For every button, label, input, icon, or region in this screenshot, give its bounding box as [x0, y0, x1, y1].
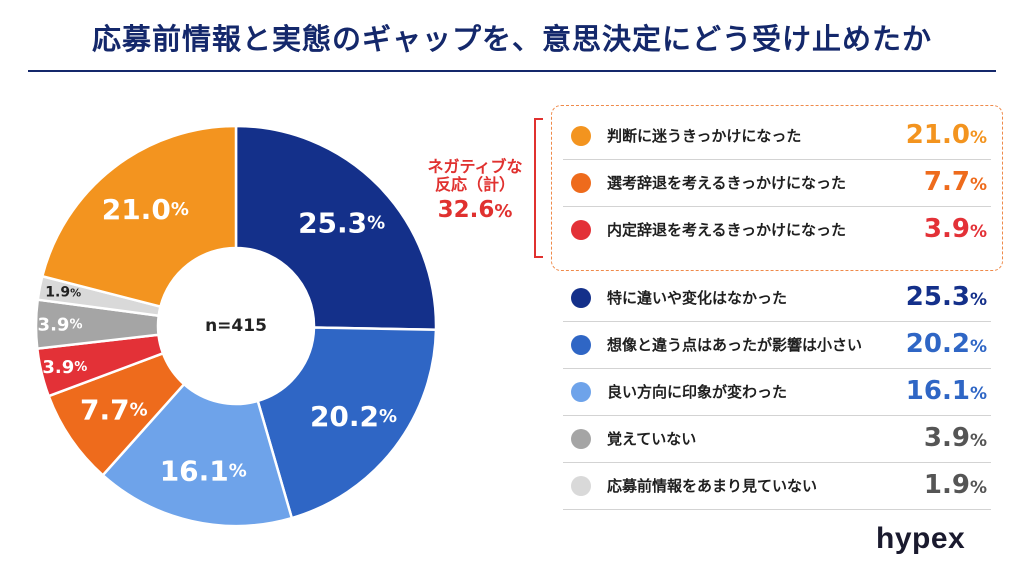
pie-slice-7: [40, 124, 238, 309]
legend-label: 特に違いや変化はなかった: [607, 289, 788, 307]
legend-swatch: [571, 429, 591, 449]
title-divider: [28, 70, 996, 72]
legend-divider: [563, 415, 991, 416]
legend-divider: [563, 321, 991, 322]
negative-total-title-line2: 反応（計）: [434, 175, 515, 195]
slice-label-2: 16.1%: [160, 454, 247, 487]
legend-value: 3.9%: [924, 214, 987, 244]
pie-slice-0: [234, 124, 438, 332]
negative-total-label: ネガティブな 反応（計） 32.6%: [410, 157, 540, 223]
legend-swatch: [571, 382, 591, 402]
legend-label: 判断に迷うきっかけになった: [607, 127, 802, 145]
negative-total-percent: %: [494, 200, 513, 222]
legend-value-percent: %: [969, 384, 987, 404]
legend-row: 選考辞退を考えるきっかけになった 7.7%: [563, 161, 991, 207]
legend-value: 25.3%: [906, 282, 987, 312]
slice-label-7: 21.0%: [102, 193, 189, 226]
legend-label: 良い方向に印象が変わった: [607, 383, 788, 401]
legend-divider: [563, 509, 991, 510]
legend-value-percent: %: [969, 431, 987, 451]
sample-size-label: n=415: [205, 316, 267, 336]
negative-group-bracket: [534, 118, 543, 258]
pie-slice-2: [101, 382, 294, 528]
legend-label: 応募前情報をあまり見ていない: [607, 477, 818, 495]
legend-divider: [563, 368, 991, 369]
legend-row: 想像と違う点はあったが影響は小さい 20.2%: [563, 323, 991, 369]
legend-swatch: [571, 288, 591, 308]
legend-value-number: 3.9: [923, 214, 970, 244]
legend-swatch: [571, 476, 591, 496]
legend-divider: [563, 462, 991, 463]
legend-swatch: [571, 335, 591, 355]
pie-slice-1: [256, 326, 438, 520]
legend-value-number: 3.9: [923, 423, 970, 453]
legend-value-percent: %: [969, 128, 987, 148]
legend-value: 3.9%: [924, 423, 987, 453]
legend-value-number: 21.0: [905, 120, 970, 150]
brand-logo: hypex: [876, 522, 966, 555]
donut-chart: 25.3% 20.2% 16.1% 7.7% 3.9% 3.9% 1.9% 21.0% n=41…: [34, 124, 438, 528]
slice-label-1: 20.2%: [310, 399, 397, 432]
legend-value-number: 20.2: [905, 329, 970, 359]
negative-group-box: [551, 105, 1003, 271]
legend-value: 16.1%: [906, 376, 987, 406]
legend-value-percent: %: [969, 290, 987, 310]
legend-row: 覚えていない 3.9%: [563, 417, 991, 463]
legend-value-number: 25.3: [905, 282, 970, 312]
legend-value-percent: %: [969, 478, 987, 498]
legend-divider: [563, 159, 991, 160]
legend-swatch: [571, 126, 591, 146]
legend-label: 選考辞退を考えるきっかけになった: [607, 174, 846, 192]
legend-divider: [563, 206, 991, 207]
slice-label-4: 3.9%: [42, 357, 87, 378]
slice-label-3: 7.7%: [80, 393, 148, 426]
slice-label-6: 1.9%: [45, 284, 81, 300]
legend-value-number: 7.7: [923, 167, 970, 197]
negative-total-value: 32.6%: [410, 197, 540, 223]
legend-row: 判断に迷うきっかけになった 21.0%: [563, 114, 991, 160]
legend-value-percent: %: [969, 222, 987, 242]
legend-value-percent: %: [969, 175, 987, 195]
legend-label: 内定辞退を考えるきっかけになった: [607, 221, 846, 239]
legend-label: 想像と違う点はあったが影響は小さい: [607, 336, 863, 354]
legend-row: 応募前情報をあまり見ていない 1.9%: [563, 464, 991, 510]
legend-row: 特に違いや変化はなかった 25.3%: [563, 276, 991, 322]
legend-row: 良い方向に印象が変わった 16.1%: [563, 370, 991, 416]
legend-value: 7.7%: [924, 167, 987, 197]
legend-swatch: [571, 220, 591, 240]
legend-value: 20.2%: [906, 329, 987, 359]
legend-swatch: [571, 173, 591, 193]
legend-value-number: 1.9: [923, 470, 970, 500]
legend-row: 内定辞退を考えるきっかけになった 3.9%: [563, 208, 991, 254]
negative-total-number: 32.6: [437, 196, 495, 223]
chart-title: 応募前情報と実態のギャップを、意思決定にどう受け止めたか: [91, 22, 932, 56]
slice-label-5: 3.9%: [38, 314, 83, 335]
legend-value-percent: %: [969, 337, 987, 357]
legend-label: 覚えていない: [607, 430, 697, 448]
legend-value-number: 16.1: [905, 376, 970, 406]
negative-total-title-line1: ネガティブな: [427, 157, 523, 176]
legend-value: 1.9%: [924, 470, 987, 500]
slice-label-0: 25.3%: [298, 206, 385, 239]
legend-value: 21.0%: [906, 120, 987, 150]
